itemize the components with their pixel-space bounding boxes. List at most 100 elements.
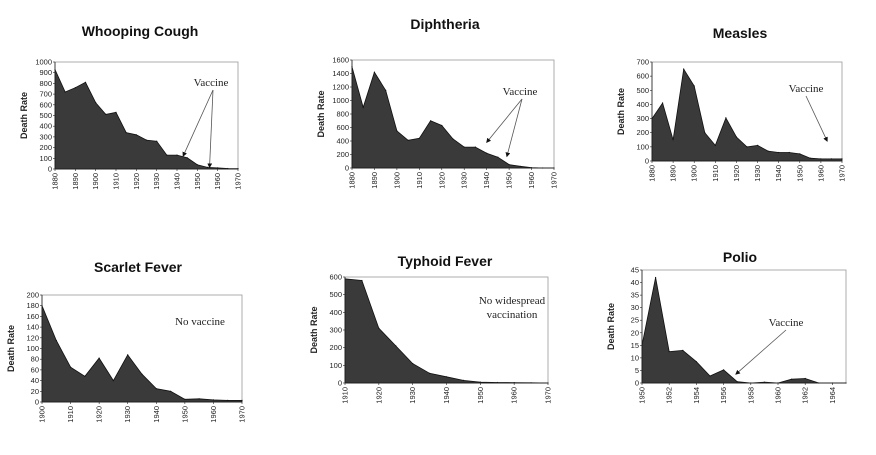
data-point [662,102,664,104]
x-tick-label: 1960 [527,172,536,189]
data-point [155,388,157,390]
data-point [462,379,464,381]
data-point [486,152,488,154]
x-tick-label: 1900 [38,406,47,423]
data-point [156,140,158,142]
annotation-label: Vaccine [194,77,229,89]
data-point [176,154,178,156]
annotation-arrow [207,89,214,169]
y-tick-label: 500 [636,86,649,95]
annotation-arrow [735,329,787,375]
y-tick-label: 30 [631,303,639,312]
x-tick-label: 1960 [213,173,222,190]
annotation-arrow [486,98,523,143]
data-point [693,85,695,87]
chart-diphtheria: Diphtheria 0 200 400 600 800 1000 1200 1400 1600 1… [316,16,559,189]
y-tick-label: 1000 [332,96,349,105]
data-point [206,166,209,168]
y-axis-title: Death Rate [316,90,326,137]
data-point [778,151,780,154]
x-tick-label: 1954 [692,387,701,404]
y-tick-label: 400 [39,122,52,131]
x-tick-label: 1920 [95,406,104,423]
y-tick-label: 0 [645,157,649,166]
data-point [682,349,684,351]
x-tick-label: 1910 [112,173,121,190]
x-tick-label: 1930 [460,172,469,189]
y-tick-label: 700 [636,58,649,67]
data-point [74,87,76,89]
data-point [723,369,725,371]
data-point [746,146,748,148]
x-tick-label: 1930 [123,406,132,423]
x-tick-label: 1960 [510,387,519,404]
y-tick-label: 0 [635,379,639,388]
y-tick-label: 60 [31,365,39,374]
data-point [84,81,87,83]
data-point [763,381,766,383]
data-point [241,399,243,401]
y-tick-label: 300 [329,326,342,335]
x-tick-label: 1900 [690,165,699,182]
data-point [430,120,432,122]
x-tick-label: 1930 [753,165,762,182]
y-tick-label: 35 [631,291,639,300]
y-tick-label: 400 [636,100,649,109]
data-point [141,373,143,375]
data-point [135,134,137,136]
data-point [695,361,698,363]
y-tick-label: 200 [636,128,649,137]
x-tick-label: 1962 [801,387,810,404]
y-tick-label: 300 [636,114,649,123]
x-tick-label: 1950 [476,387,485,404]
x-tick-label: 1890 [370,172,379,189]
x-tick-label: 1950 [505,172,514,189]
data-point [166,154,168,156]
y-tick-label: 100 [39,154,52,163]
data-point [704,132,706,134]
y-tick-label: 200 [39,143,52,152]
y-tick-label: 0 [338,379,342,388]
data-point [791,378,793,380]
x-tick-label: 1900 [91,173,100,190]
chart-title: Whooping Cough [82,23,199,39]
y-tick-label: 15 [631,341,639,350]
x-tick-label: 1970 [238,406,247,423]
data-point [736,381,738,383]
data-point [497,156,499,158]
data-point [125,132,127,134]
data-point [841,158,843,160]
area-series [651,67,843,162]
data-point [227,399,229,401]
y-tick-label: 20 [631,328,639,337]
x-tick-label: 1880 [51,173,60,190]
chart-title: Diphtheria [410,16,479,32]
data-point [196,164,198,166]
y-tick-label: 700 [39,90,52,99]
y-tick-label: 5 [635,366,639,375]
annotation-arrow [182,89,214,157]
y-tick-label: 180 [26,301,39,310]
data-point [361,279,363,282]
x-tick-label: 1950 [795,165,804,182]
data-point [788,151,790,154]
chart-title: Typhoid Fever [398,253,493,269]
x-tick-label: 1910 [341,387,350,404]
x-tick-label: 1890 [669,165,678,182]
x-tick-label: 1970 [544,387,553,404]
x-tick-label: 1920 [132,173,141,190]
data-point [757,144,759,146]
y-tick-label: 0 [345,164,349,173]
data-point [683,68,685,70]
x-tick-label: 1900 [392,172,401,189]
x-tick-label: 1950 [180,406,189,423]
x-tick-label: 1950 [638,387,647,404]
data-point [145,139,148,141]
y-tick-label: 1200 [332,83,349,92]
data-point [429,372,431,374]
data-point [395,345,397,347]
data-point [64,91,66,93]
y-tick-label: 1600 [332,56,349,65]
x-tick-label: 1950 [193,173,202,190]
